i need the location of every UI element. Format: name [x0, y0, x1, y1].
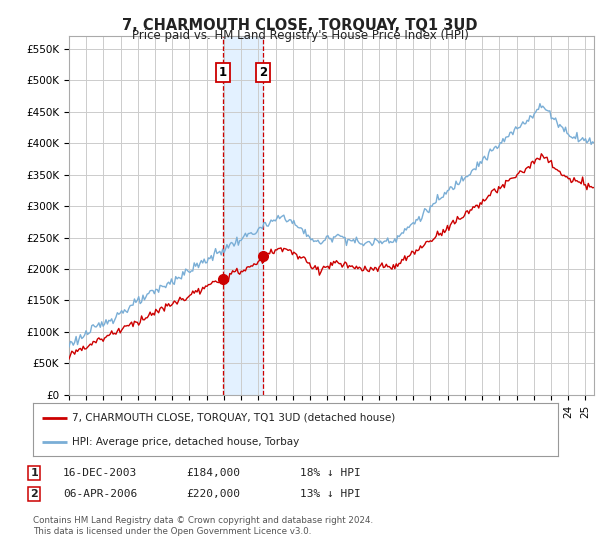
- Text: £220,000: £220,000: [186, 489, 240, 499]
- Text: £184,000: £184,000: [186, 468, 240, 478]
- Text: 2: 2: [31, 489, 38, 499]
- Text: 13% ↓ HPI: 13% ↓ HPI: [300, 489, 361, 499]
- Text: 1: 1: [31, 468, 38, 478]
- Text: 06-APR-2006: 06-APR-2006: [63, 489, 137, 499]
- Text: 7, CHARMOUTH CLOSE, TORQUAY, TQ1 3UD: 7, CHARMOUTH CLOSE, TORQUAY, TQ1 3UD: [122, 18, 478, 33]
- Text: 16-DEC-2003: 16-DEC-2003: [63, 468, 137, 478]
- Text: 18% ↓ HPI: 18% ↓ HPI: [300, 468, 361, 478]
- Text: HPI: Average price, detached house, Torbay: HPI: Average price, detached house, Torb…: [73, 437, 299, 447]
- Text: 7, CHARMOUTH CLOSE, TORQUAY, TQ1 3UD (detached house): 7, CHARMOUTH CLOSE, TORQUAY, TQ1 3UD (de…: [73, 413, 395, 423]
- Text: 1: 1: [219, 67, 227, 80]
- Text: 2: 2: [259, 67, 267, 80]
- Text: Contains HM Land Registry data © Crown copyright and database right 2024.
This d: Contains HM Land Registry data © Crown c…: [33, 516, 373, 536]
- Bar: [223, 36, 263, 395]
- Text: Price paid vs. HM Land Registry's House Price Index (HPI): Price paid vs. HM Land Registry's House …: [131, 29, 469, 42]
